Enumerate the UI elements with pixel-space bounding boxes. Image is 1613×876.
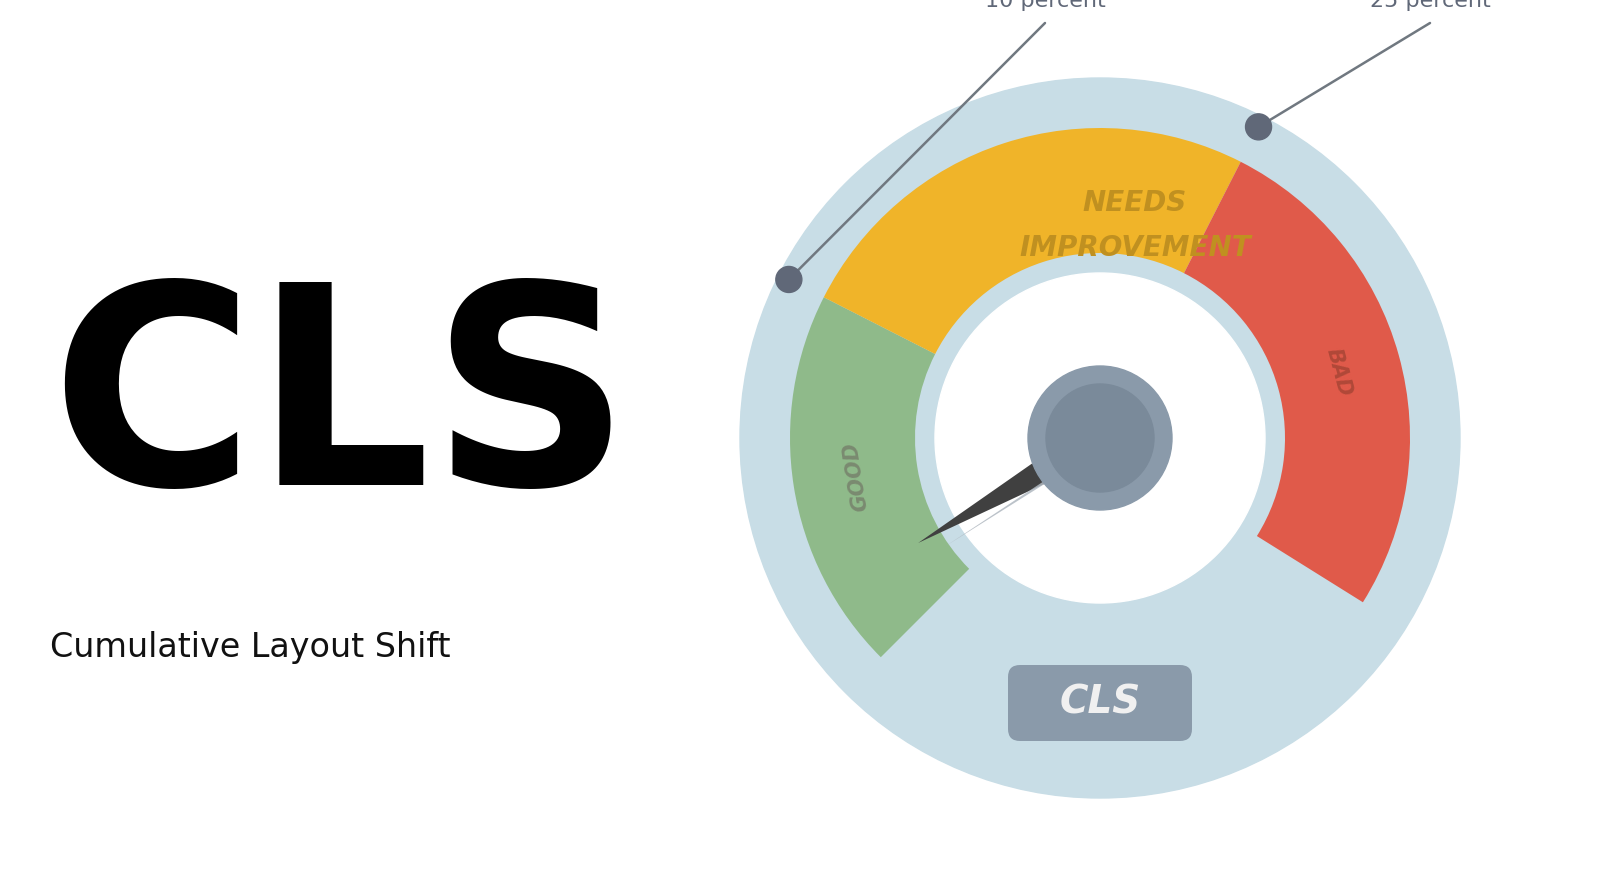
Circle shape (936, 273, 1265, 603)
Text: GOOD: GOOD (840, 441, 871, 512)
Text: Cumulative Layout Shift: Cumulative Layout Shift (50, 632, 450, 665)
Text: BAD: BAD (1323, 345, 1355, 399)
Polygon shape (918, 422, 1110, 543)
Polygon shape (945, 442, 1105, 547)
Circle shape (740, 78, 1460, 798)
Text: IMPROVEMENT: IMPROVEMENT (1019, 234, 1250, 262)
Text: CLS: CLS (50, 273, 631, 543)
Circle shape (1245, 114, 1271, 140)
Circle shape (776, 266, 802, 293)
FancyBboxPatch shape (1008, 665, 1192, 741)
Text: 25 percent: 25 percent (1369, 0, 1490, 11)
Wedge shape (824, 128, 1240, 354)
Wedge shape (1184, 162, 1410, 603)
Text: NEEDS: NEEDS (1082, 189, 1187, 217)
Text: 10 percent: 10 percent (984, 0, 1105, 11)
Circle shape (1045, 384, 1153, 492)
Wedge shape (790, 297, 969, 657)
Circle shape (1027, 366, 1173, 510)
Text: CLS: CLS (1060, 684, 1140, 722)
